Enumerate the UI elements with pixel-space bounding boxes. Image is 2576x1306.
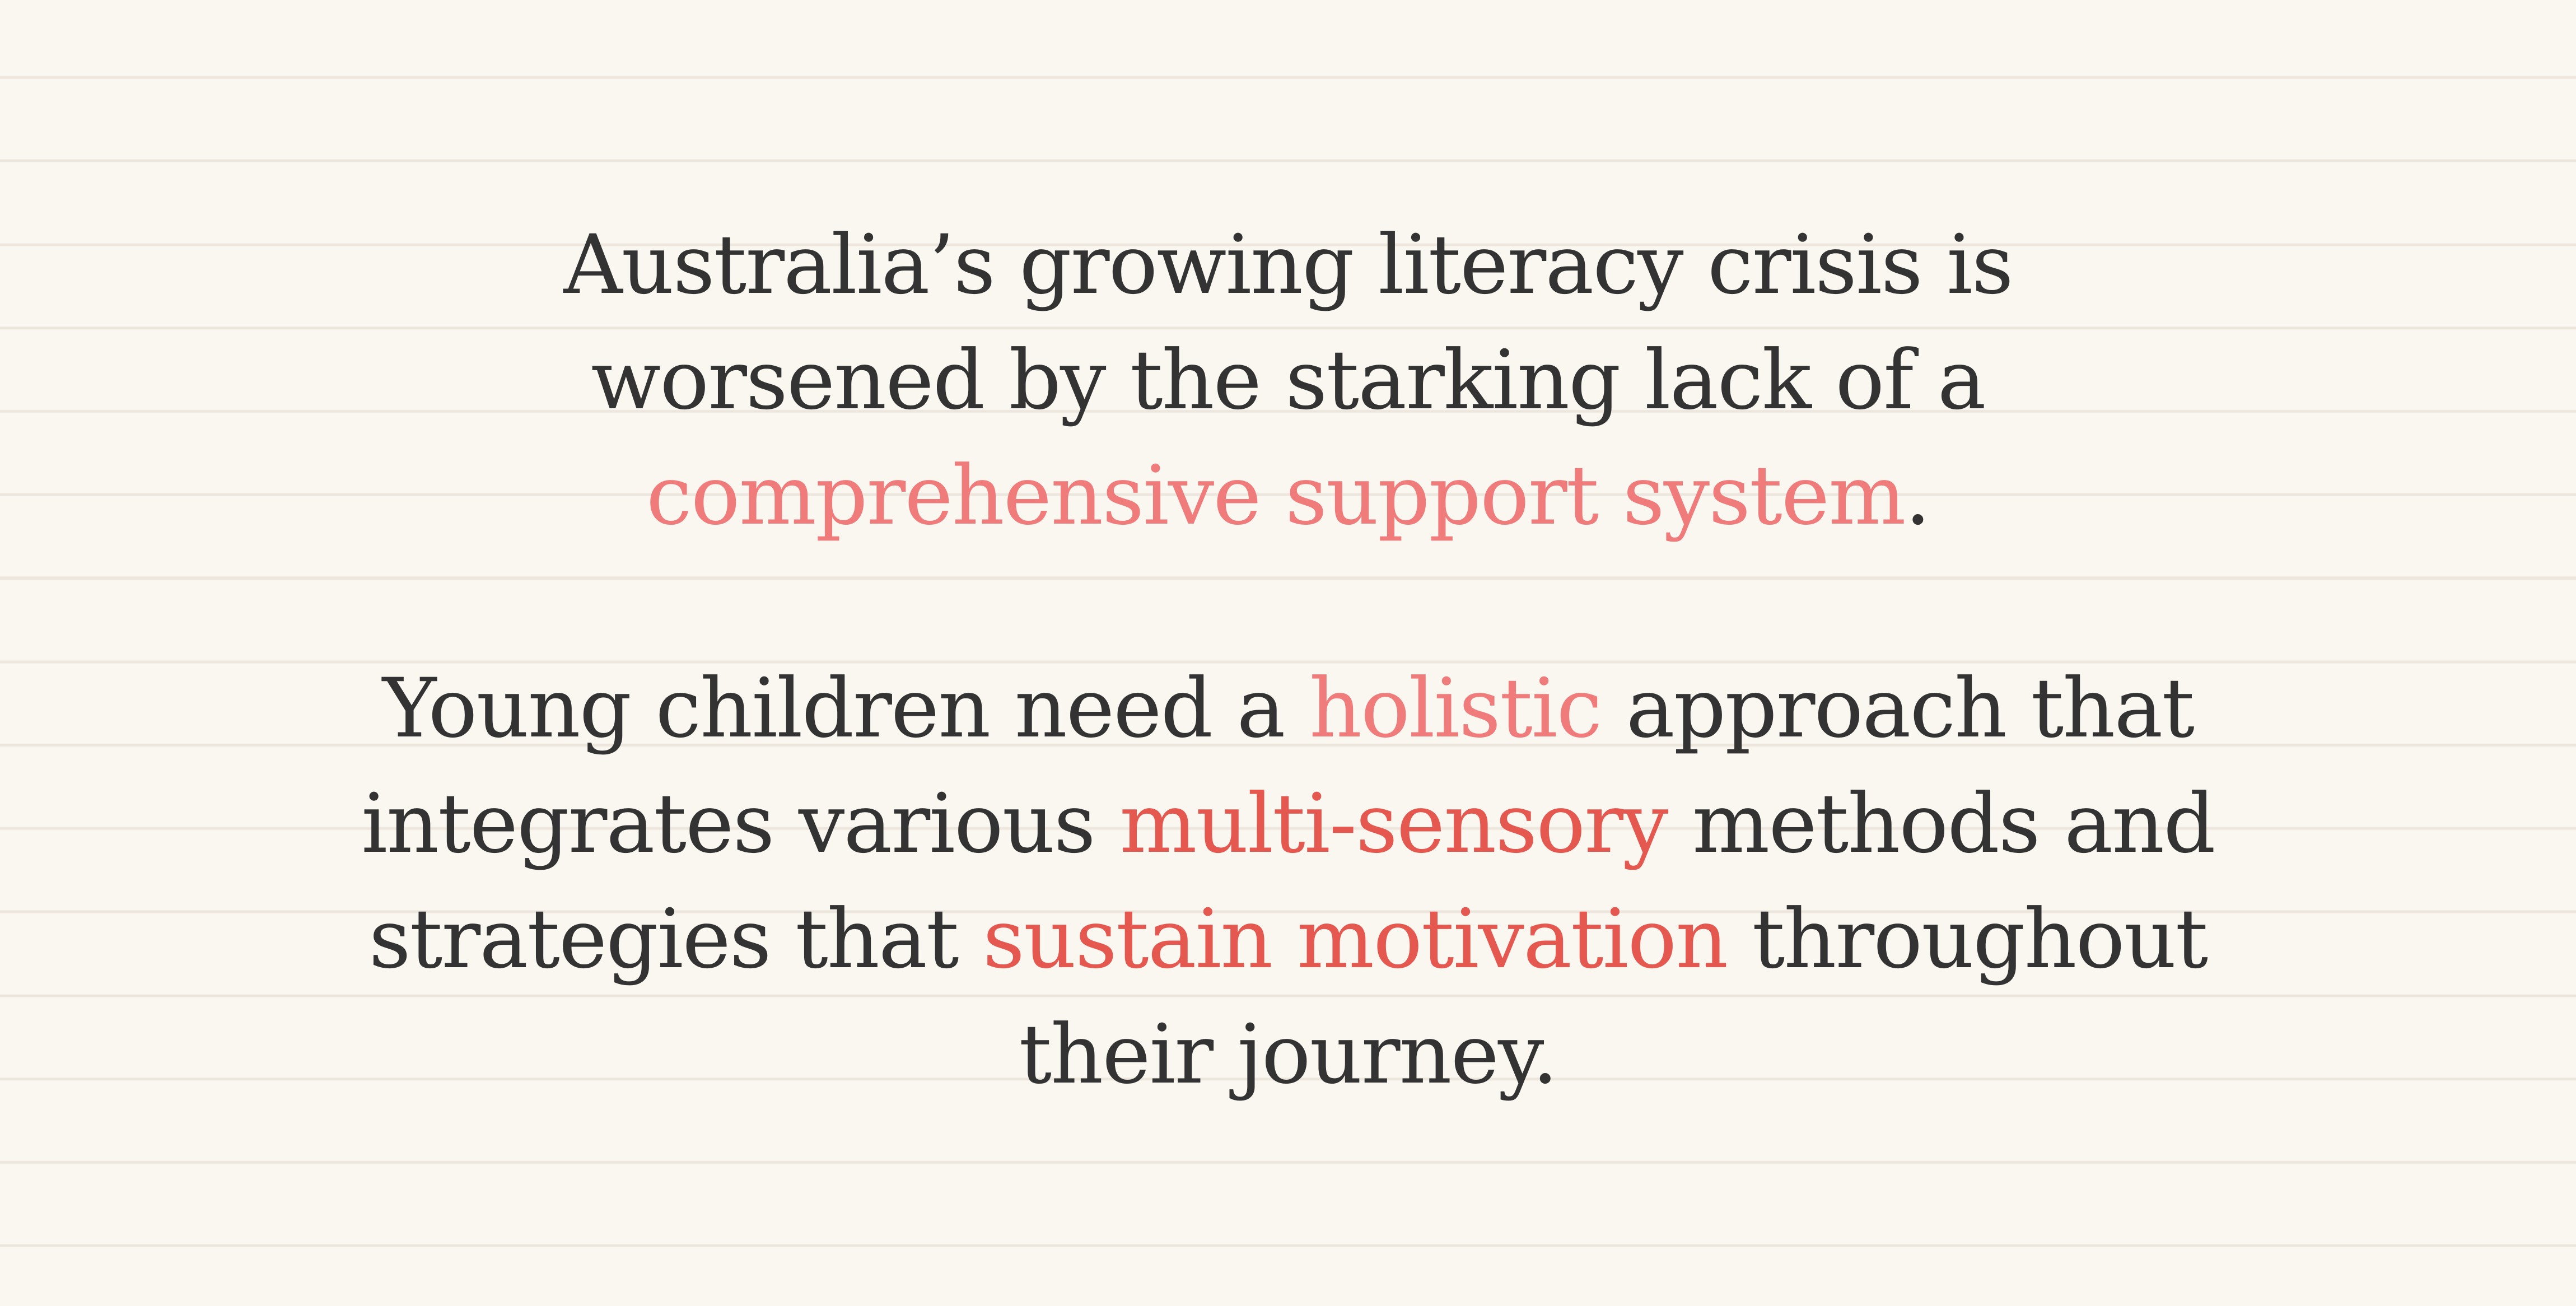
paragraph1-line2: worsened by the starking lack of a bbox=[591, 333, 1986, 428]
paragraph-literacy-crisis: Australia’s growing literacy crisis is w… bbox=[0, 207, 2576, 553]
paragraph2-line3: strategies that sustain motivation throu… bbox=[0, 881, 2576, 997]
paragraph2-line4: their journey. bbox=[1019, 1007, 1558, 1102]
paragraph2-line2-end: methods and bbox=[1667, 776, 2216, 871]
paragraph2-line1: Young children need a holistic approach … bbox=[0, 651, 2576, 766]
paragraph-holistic-approach: Young children need a holistic approach … bbox=[0, 651, 2576, 1112]
period: . bbox=[1905, 448, 1931, 543]
highlight-comprehensive-support-system: comprehensive support system bbox=[646, 448, 1906, 543]
paragraph1-line1: Australia’s growing literacy crisis is bbox=[563, 217, 2014, 312]
paragraph2-line3-start: strategies that bbox=[368, 892, 983, 987]
paragraph2-line2: integrates various multi-sensory methods… bbox=[0, 766, 2576, 881]
paragraph2-line1-start: Young children need a bbox=[382, 661, 1309, 756]
highlight-multi-sensory: multi-sensory bbox=[1119, 776, 1668, 871]
paragraph2-line3-end: throughout bbox=[1727, 892, 2209, 987]
highlight-holistic: holistic bbox=[1309, 661, 1602, 756]
paragraph1-line3: comprehensive support system. bbox=[0, 438, 2576, 553]
highlight-sustain-motivation: sustain motivation bbox=[983, 892, 1728, 987]
paragraph2-line1-end: approach that bbox=[1601, 661, 2195, 756]
paragraph2-line2-start: integrates various bbox=[361, 776, 1120, 871]
